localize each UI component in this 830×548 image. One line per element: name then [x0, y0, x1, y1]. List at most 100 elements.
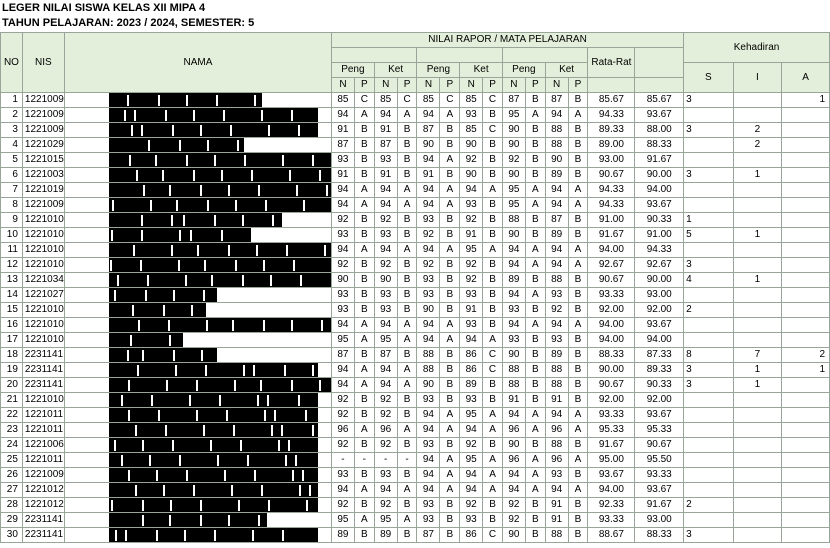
- score-cell: C: [439, 92, 461, 108]
- score-cell: B: [353, 407, 375, 423]
- rata-rata-cell: 94.00: [587, 242, 636, 258]
- score-cell: B: [524, 392, 546, 408]
- score-cell: -: [331, 452, 355, 468]
- sakit-cell: 8: [683, 347, 734, 363]
- nis-cell: 2231141: [21, 377, 65, 393]
- table-row: 11 1221010 94 A 94 A 94 A 95 A 94 A 94 A 94.00 94.33: [0, 242, 830, 258]
- alpa-cell: [781, 287, 830, 303]
- izin-cell: [732, 92, 783, 108]
- score-cell: 89: [331, 527, 355, 543]
- score-cell: B: [482, 302, 503, 318]
- izin-cell: [732, 512, 783, 528]
- nis-cell: 1221010: [21, 242, 65, 258]
- score-cell: 94: [331, 317, 355, 333]
- score-cell: A: [439, 107, 461, 123]
- score-cell: 92: [373, 257, 398, 273]
- name-cell-redacted: [63, 317, 333, 333]
- redaction-bar: [108, 243, 331, 257]
- name-cell-redacted: [63, 137, 333, 153]
- score-cell: 91: [501, 392, 526, 408]
- score-cell: B: [567, 437, 589, 453]
- row-number: 30: [0, 527, 23, 543]
- rata-rata-cell: 91.67: [587, 437, 636, 453]
- score-cell: B: [567, 92, 589, 108]
- score-cell: 91: [544, 512, 569, 528]
- score-cell: B: [353, 527, 375, 543]
- score-cell: 88: [544, 137, 569, 153]
- row-number: 29: [0, 512, 23, 528]
- score-cell: A: [524, 287, 546, 303]
- rata-rata-cell: 93.33: [587, 512, 636, 528]
- score-cell: B: [439, 362, 461, 378]
- row-number: 8: [0, 197, 23, 213]
- rata-rata-cell: 93.33: [587, 407, 636, 423]
- izin-cell: [732, 182, 783, 198]
- score-cell: 87: [373, 137, 398, 153]
- score-cell: B: [524, 362, 546, 378]
- score-cell: 94: [501, 242, 526, 258]
- score-cell: 94: [416, 452, 441, 468]
- alpa-cell: [781, 407, 830, 423]
- score-cell: B: [439, 287, 461, 303]
- header-n: N: [501, 77, 526, 93]
- sakit-cell: 3: [683, 92, 734, 108]
- score-cell: B: [524, 137, 546, 153]
- score-cell: 95: [331, 332, 355, 348]
- name-cell-redacted: [63, 347, 333, 363]
- rata-rata-cell-2: 93.67: [634, 482, 685, 498]
- izin-cell: 1: [732, 272, 783, 288]
- score-cell: A: [439, 182, 461, 198]
- score-cell: B: [482, 287, 503, 303]
- header-ket: Ket: [544, 62, 589, 78]
- score-cell: 92: [459, 272, 484, 288]
- izin-cell: [732, 497, 783, 513]
- name-cell-redacted: [63, 167, 333, 183]
- score-cell: 96: [501, 452, 526, 468]
- score-cell: 92: [459, 212, 484, 228]
- score-cell: 90: [416, 302, 441, 318]
- alpa-cell: 2: [781, 347, 830, 363]
- header-n: N: [416, 77, 441, 93]
- rata-rata-cell: 95.33: [587, 422, 636, 438]
- score-cell: A: [439, 467, 461, 483]
- score-cell: 94: [416, 197, 441, 213]
- score-cell: B: [439, 527, 461, 543]
- redaction-bar: [108, 108, 318, 122]
- score-cell: A: [353, 422, 375, 438]
- score-cell: 94: [331, 107, 355, 123]
- score-cell: B: [482, 272, 503, 288]
- sakit-cell: [683, 287, 734, 303]
- name-cell-redacted: [63, 497, 333, 513]
- table-row: 17 1221010 95 A 95 A 94 A 94 A 93 B 93 B 94.00 94.00: [0, 332, 830, 348]
- nis-cell: 1221010: [21, 302, 65, 318]
- score-cell: 93: [416, 497, 441, 513]
- score-cell: A: [482, 422, 503, 438]
- rata-rata-cell-2: 94.00: [634, 182, 685, 198]
- row-number: 3: [0, 122, 23, 138]
- score-cell: A: [353, 362, 375, 378]
- row-number: 4: [0, 137, 23, 153]
- name-cell-redacted: [63, 227, 333, 243]
- rata-rata-cell-2: 95.33: [634, 422, 685, 438]
- score-cell: 90: [373, 272, 398, 288]
- score-cell: A: [439, 452, 461, 468]
- score-cell: 94: [501, 407, 526, 423]
- rata-rata-cell-2: 91.67: [634, 497, 685, 513]
- score-cell: B: [482, 512, 503, 528]
- score-cell: B: [396, 347, 418, 363]
- score-cell: 92: [373, 212, 398, 228]
- score-cell: 96: [544, 452, 569, 468]
- header-peng: Peng: [501, 62, 546, 78]
- score-cell: B: [567, 137, 589, 153]
- table-row: 26 1221009 93 B 93 B 94 A 94 A 94 A 93 B 93.67 93.33: [0, 467, 830, 483]
- alpa-cell: [781, 452, 830, 468]
- nis-cell: 1221010: [21, 317, 65, 333]
- score-cell: B: [567, 272, 589, 288]
- score-cell: B: [524, 167, 546, 183]
- rata-rata-cell: 92.67: [587, 257, 636, 273]
- izin-cell: [732, 482, 783, 498]
- name-cell-redacted: [63, 92, 333, 108]
- sakit-cell: [683, 392, 734, 408]
- row-number: 18: [0, 347, 23, 363]
- row-number: 10: [0, 227, 23, 243]
